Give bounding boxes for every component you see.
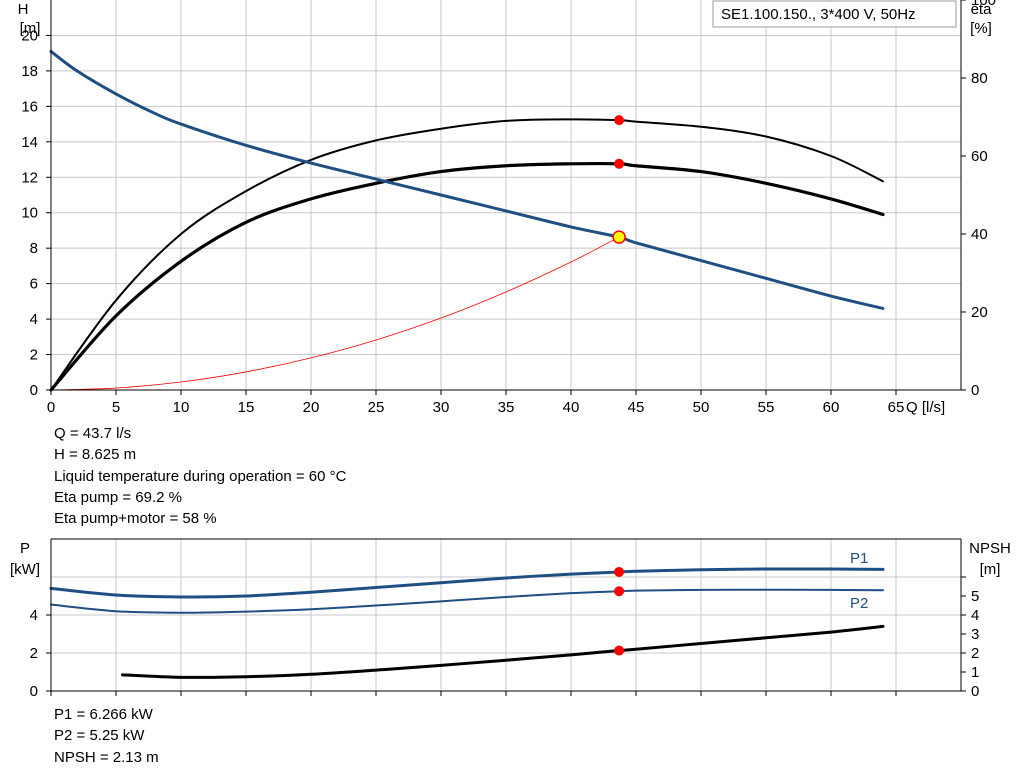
power-npsh-chart: 0 2 4 0 1 2 3 4 5 P [kW] NPSH [m] P1 P2 [10, 538, 1011, 700]
power-axis-label: P [20, 540, 30, 557]
eta-pump-motor-duty-marker [614, 158, 625, 169]
power-tick-label: 0 [30, 683, 38, 700]
x-tick-label: 15 [238, 399, 255, 416]
npsh-tick-label: 0 [971, 683, 979, 700]
upper-x-tick-labels: 0 5 10 15 20 25 30 35 40 45 50 55 60 65 [47, 390, 905, 416]
pump-model-legend: SE1.100.150., 3*400 V, 50Hz [712, 0, 957, 28]
series-eta-pump [50, 118, 884, 391]
x-tick-label: 0 [47, 399, 55, 416]
head-efficiency-chart: 0 5 10 15 20 25 30 35 40 45 50 55 60 65 0 2 4 6 8 10 12 14 16… [18, 0, 996, 416]
eta-tick-label: 40 [971, 226, 988, 243]
lower-grid [50, 539, 961, 696]
x-tick-label: 60 [823, 399, 840, 416]
npsh-duty-marker [614, 645, 625, 656]
eta-tick-label: 60 [971, 148, 988, 165]
p2-readout: P2 = 5.25 kW [54, 727, 145, 745]
p2-legend-label: P2 [850, 595, 868, 612]
npsh-tick-labels: 0 1 2 3 4 5 [961, 576, 979, 700]
eta-pump-motor-readout: Eta pump+motor = 58 % [54, 510, 217, 528]
head-tick-label: 18 [21, 63, 38, 80]
p1-legend-label: P1 [850, 550, 868, 567]
head-duty-marker [612, 230, 626, 244]
head-tick-label: 14 [21, 134, 38, 151]
head-tick-label: 2 [30, 347, 38, 364]
x-tick-label: 10 [173, 399, 190, 416]
pump-model-label: SE1.100.150., 3*400 V, 50Hz [721, 6, 916, 23]
x-tick-label: 5 [112, 399, 120, 416]
series-head [49, 49, 885, 310]
x-tick-label: 25 [368, 399, 385, 416]
npsh-tick-label: 4 [971, 607, 979, 624]
npsh-tick-label: 2 [971, 645, 979, 662]
head-tick-label: 0 [30, 382, 38, 399]
head-tick-label: 12 [21, 169, 38, 186]
eta-pump-readout: Eta pump = 69.2 % [54, 488, 182, 506]
power-tick-labels: 0 2 4 [30, 607, 51, 700]
power-tick-label: 2 [30, 645, 38, 662]
x-tick-label: 65 [888, 399, 905, 416]
power-readout: P1 = 6.266 kW P2 = 5.25 kW NPSH = 2.13 m [54, 704, 159, 768]
series-eta-pump-motor [49, 161, 885, 392]
power-axis-unit: [kW] [10, 561, 40, 578]
x-tick-label: 30 [433, 399, 450, 416]
head-tick-label: 16 [21, 98, 38, 115]
head-tick-label: 4 [30, 311, 38, 328]
p1-readout: P1 = 6.266 kW [54, 706, 153, 723]
x-tick-label: 40 [563, 399, 580, 416]
head-axis-label: H [18, 1, 29, 18]
head-tick-labels: 0 2 4 6 8 10 12 14 16 18 20 [21, 27, 51, 399]
x-tick-label: 45 [628, 399, 645, 416]
head-axis-unit: [m] [20, 20, 41, 37]
eta-tick-label: 80 [971, 70, 988, 87]
flow-readout: Q = 43.7 l/s [54, 425, 132, 442]
x-tick-label: 55 [758, 399, 775, 416]
npsh-readout: NPSH = 2.13 m [54, 748, 159, 766]
eta-pump-duty-marker [614, 115, 625, 126]
eta-tick-label: 100 [971, 0, 996, 9]
upper-curves [49, 49, 885, 392]
npsh-tick-label: 3 [971, 626, 979, 643]
p2-duty-marker [614, 586, 625, 597]
head-tick-label: 10 [21, 205, 38, 222]
npsh-axis-label: NPSH [969, 540, 1011, 557]
series-p2 [50, 588, 884, 614]
npsh-tick-label: 5 [971, 588, 979, 605]
series-p1 [49, 567, 885, 599]
upper-grid [50, 0, 961, 390]
eta-axis-label: eta [971, 1, 993, 18]
x-tick-label: 50 [693, 399, 710, 416]
flow-axis-label: Q [l/s] [906, 399, 945, 416]
series-npsh [121, 624, 885, 679]
head-tick-label: 8 [30, 240, 38, 257]
series-system [50, 236, 620, 391]
eta-tick-label: 0 [971, 382, 979, 399]
p1-duty-marker [614, 566, 625, 577]
eta-tick-labels: 0 20 40 60 80 100 [961, 0, 996, 399]
npsh-tick-label: 1 [971, 664, 979, 681]
duty-point-readout: Q = 43.7 l/s H = 8.625 m Liquid temperat… [54, 423, 346, 529]
head-tick-label: 20 [21, 27, 38, 44]
x-tick-label: 20 [303, 399, 320, 416]
head-readout: H = 8.625 m [54, 446, 137, 464]
eta-axis-unit: [%] [970, 20, 992, 37]
head-tick-label: 6 [30, 276, 38, 293]
liquid-temperature-readout: Liquid temperature during operation = 60… [54, 467, 347, 485]
x-tick-label: 35 [498, 399, 515, 416]
lower-curves [49, 566, 885, 679]
eta-tick-label: 20 [971, 304, 988, 321]
npsh-axis-unit: [m] [980, 561, 1001, 578]
power-tick-label: 4 [30, 607, 38, 624]
